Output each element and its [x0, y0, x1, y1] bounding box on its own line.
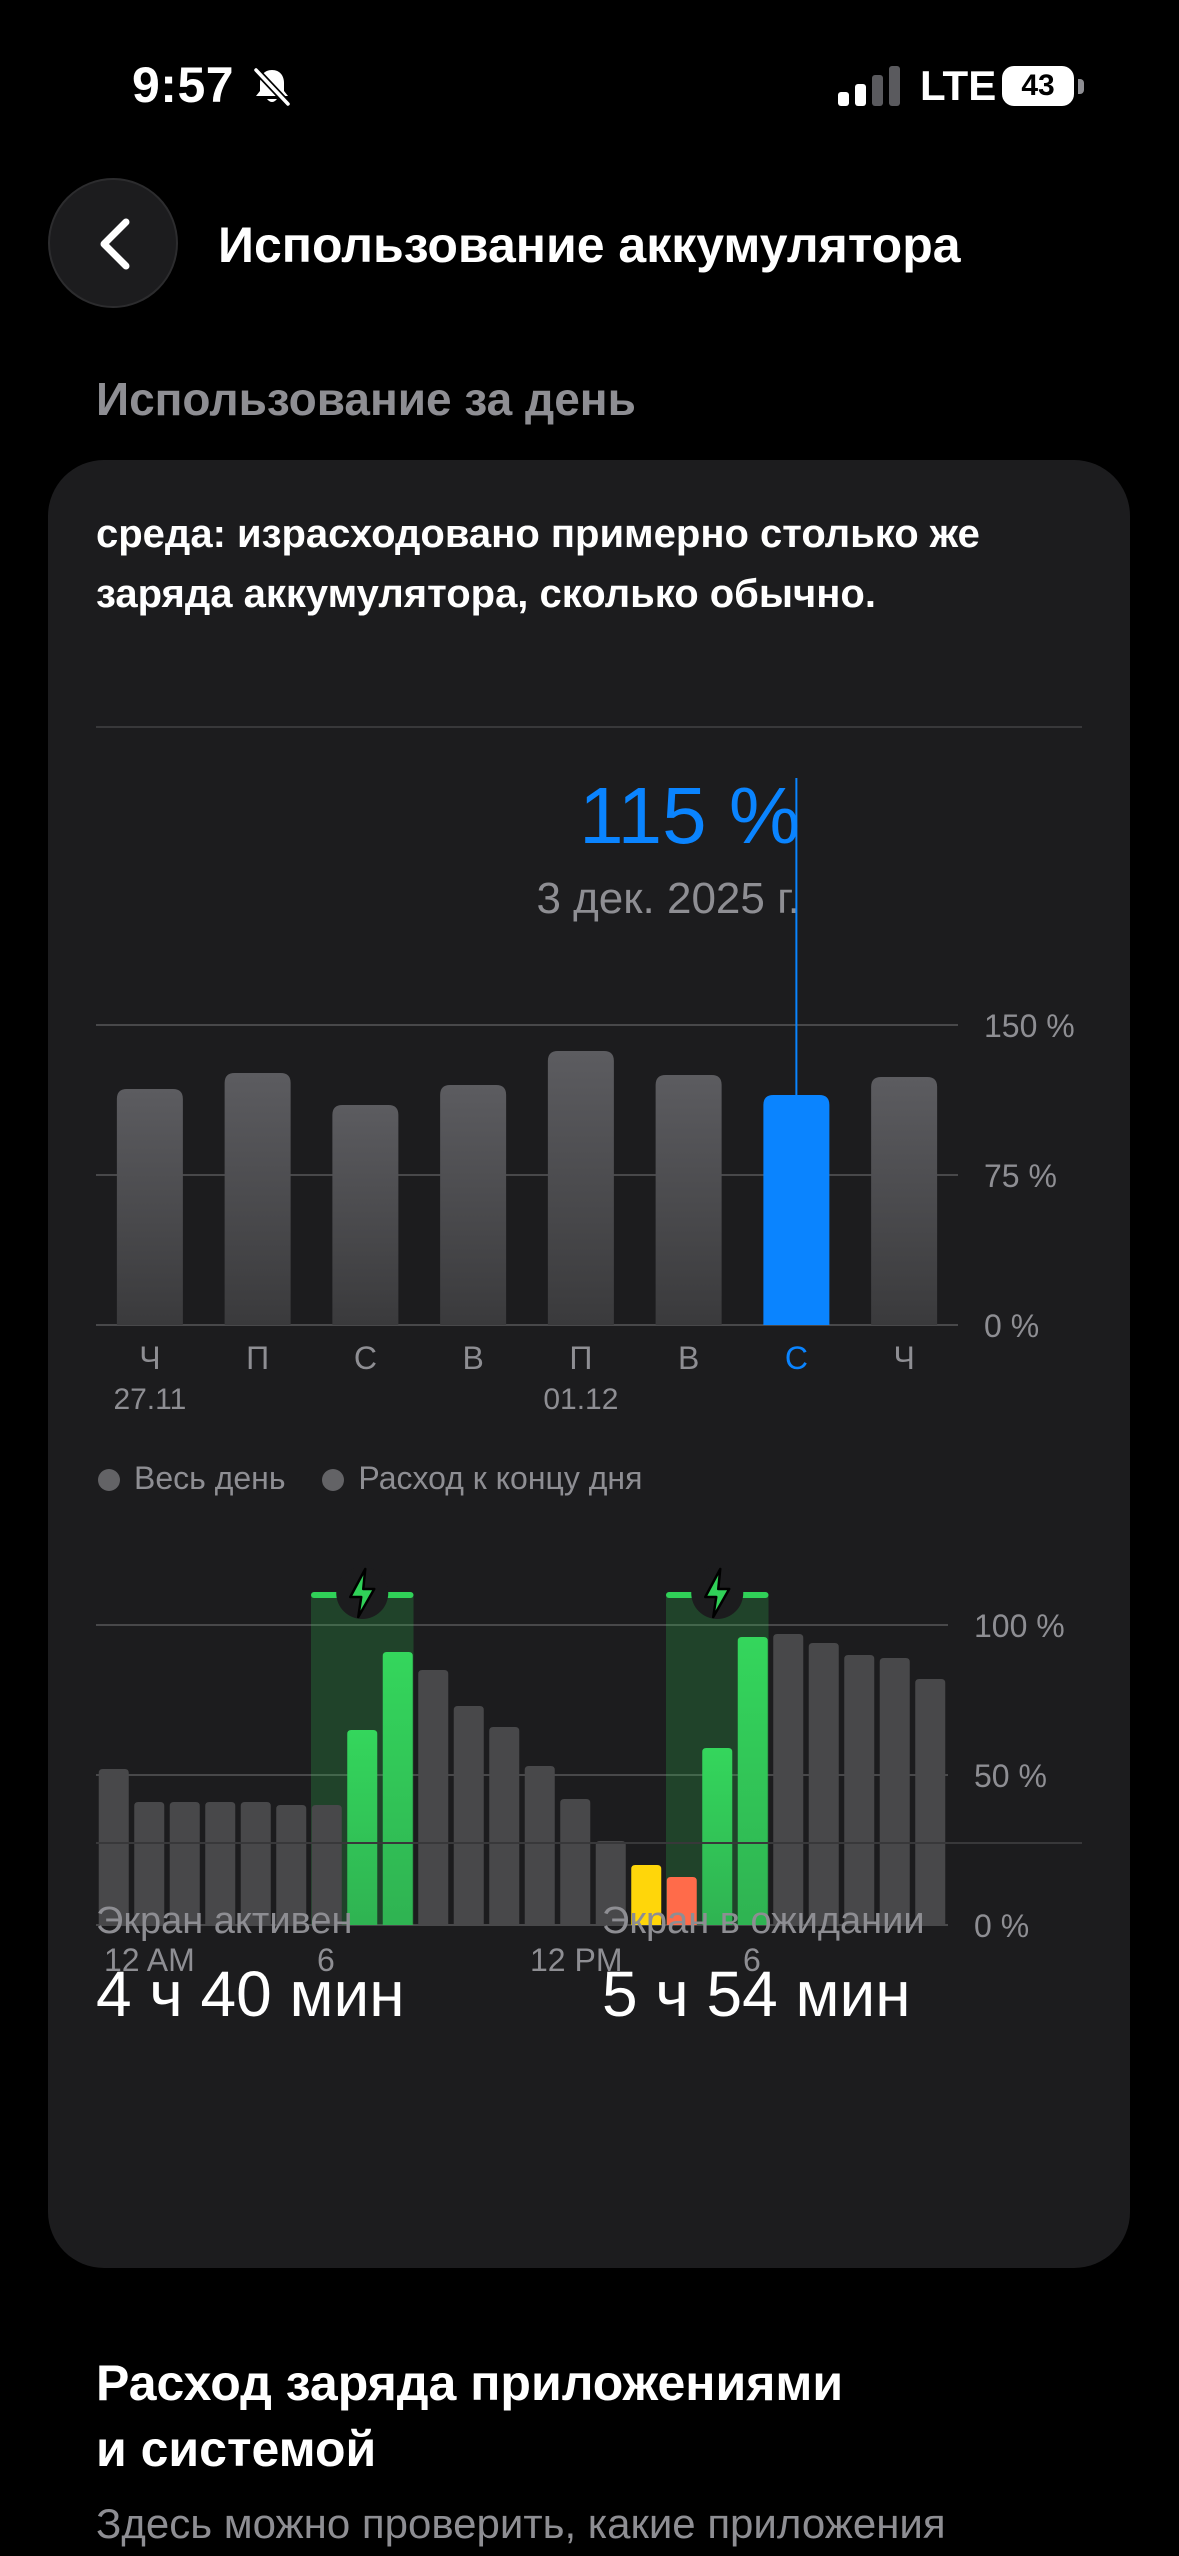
divider	[96, 1842, 1082, 1844]
x-tick-label: Ч	[893, 1340, 914, 1376]
battery-level-bar	[98, 1769, 129, 1925]
battery-level-bar	[702, 1748, 733, 1925]
battery-level-bar	[737, 1637, 768, 1925]
status-time: 9:57	[132, 57, 235, 113]
status-bar: 9:57 LTE 43	[0, 0, 1179, 170]
stat-value: 4 ч 40 мин	[96, 1958, 405, 2030]
selected-value: 115 %	[579, 771, 800, 860]
battery-level-bar	[169, 1802, 200, 1925]
bolt-icon	[704, 1567, 731, 1619]
y-tick-label: 150 %	[984, 1008, 1075, 1044]
apps-title-line: Расход заряда приложениями	[96, 2355, 844, 2411]
legend-label: Расход к концу дня	[358, 1460, 643, 1496]
x-tick-label: П	[246, 1340, 269, 1376]
y-tick-label: 0 %	[974, 1908, 1029, 1944]
y-tick-label: 0 %	[984, 1308, 1039, 1344]
usage-bar	[871, 1077, 938, 1325]
x-tick-label: С	[785, 1340, 808, 1376]
x-tick-label: 6	[743, 1942, 761, 1978]
stat-screen-off: Экран в ожидании 5 ч 54 мин	[602, 1900, 925, 2031]
date-label: 27.11	[113, 1383, 186, 1416]
y-tick-label: 50 %	[974, 1758, 1047, 1794]
usage-bar	[332, 1105, 399, 1325]
stat-label: Экран в ожидании	[602, 1900, 925, 1942]
battery-level-bar	[134, 1802, 165, 1925]
nav-bar: Использование аккумулятора	[0, 170, 1179, 320]
battery-level-bar	[276, 1805, 307, 1925]
battery-level-bar	[453, 1706, 484, 1925]
x-tick-label: С	[354, 1340, 377, 1376]
battery-level-bar	[418, 1670, 449, 1925]
x-tick-label: П	[569, 1340, 592, 1376]
network-type: LTE	[920, 62, 997, 109]
usage-bar	[440, 1085, 507, 1325]
date-label: 01.12	[543, 1383, 618, 1416]
x-tick-label: 6	[317, 1942, 335, 1978]
legend-item-end-of-day: Расход к концу дня	[322, 1460, 642, 1497]
legend-dot	[322, 1469, 345, 1491]
usage-card: среда: израсходовано примерно столько же…	[48, 460, 1130, 2268]
battery-level-bar	[240, 1802, 271, 1925]
battery-level-bar	[347, 1730, 378, 1925]
back-button[interactable]	[48, 178, 178, 308]
y-tick-label: 75 %	[984, 1158, 1057, 1194]
battery-level-bar	[666, 1877, 697, 1925]
bolt-icon	[349, 1567, 376, 1619]
stat-label: Экран активен	[96, 1900, 353, 1942]
signal-icon	[838, 66, 900, 106]
x-tick-label: В	[678, 1340, 699, 1376]
x-tick-label: 12 AM	[104, 1942, 195, 1978]
battery-level: 43	[1021, 69, 1055, 102]
apps-title-line: и системой	[96, 2421, 377, 2477]
legend-label: Весь день	[134, 1460, 286, 1496]
apps-section-title: Расход заряда приложениями и системой	[96, 2350, 843, 2482]
usage-summary: среда: израсходовано примерно столько же…	[96, 512, 980, 616]
battery-level-bar	[595, 1841, 626, 1925]
usage-bar	[116, 1089, 183, 1325]
battery-level-bar	[524, 1766, 555, 1925]
legend: Весь день Расход к концу дня	[98, 1460, 670, 1497]
bell-slash-icon	[253, 67, 291, 107]
battery-level-bar	[844, 1655, 875, 1925]
stat-screen-on: Экран активен 4 ч 40 мин	[96, 1900, 405, 2031]
section-header-daily: Использование за день	[96, 373, 636, 425]
legend-dot	[98, 1469, 120, 1491]
battery-level-bar	[631, 1865, 662, 1925]
usage-bar	[224, 1073, 291, 1325]
usage-bar	[655, 1075, 722, 1325]
battery-level-bar	[773, 1634, 804, 1925]
apps-section-subtitle: Здесь можно проверить, какие приложения	[96, 2500, 946, 2547]
x-tick-label: 12 PM	[530, 1942, 622, 1978]
x-tick-label: В	[462, 1340, 483, 1376]
page-title: Использование аккумулятора	[218, 217, 961, 273]
battery-level-bar	[915, 1679, 946, 1925]
battery-level-bar	[560, 1799, 591, 1925]
stat-value: 5 ч 54 мин	[602, 1958, 911, 2030]
usage-charts[interactable]: 150 % 75 % 0 % Ч 27.11 П С В П 01.12 В С Ч 100 % 50 % 0…	[48, 460, 1130, 2268]
usage-bar	[763, 1095, 830, 1325]
chevron-left-icon	[100, 218, 130, 270]
usage-bar	[547, 1051, 614, 1325]
divider	[96, 726, 1082, 728]
battery-level-bar	[205, 1802, 236, 1925]
battery-level-bar	[879, 1658, 910, 1925]
selected-date: 3 дек. 2025 г.	[536, 874, 800, 923]
battery-level-bar	[489, 1727, 520, 1925]
battery-icon: 43	[1002, 66, 1086, 108]
legend-item-all-day: Весь день	[98, 1460, 286, 1497]
x-tick-label: Ч	[139, 1340, 160, 1376]
battery-level-bar	[311, 1805, 342, 1925]
y-tick-label: 100 %	[974, 1608, 1065, 1644]
battery-level-bar	[382, 1652, 413, 1925]
battery-level-bar	[808, 1643, 839, 1925]
